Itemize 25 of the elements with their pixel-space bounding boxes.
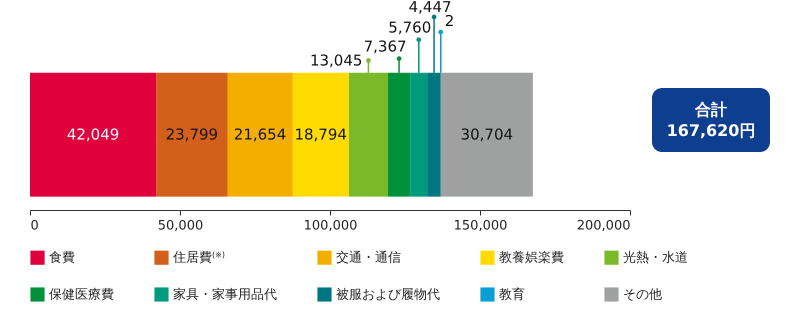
legend-label: 光熱・水道 (623, 250, 688, 266)
total-box: 合計 167,620円 (652, 88, 770, 152)
text: 7,367 (364, 38, 407, 56)
text: 42,049 (66, 126, 120, 144)
legend-label: 保健医療費 (49, 288, 114, 302)
text: 18,794 (294, 126, 347, 144)
x-tick-label: 100,000 (304, 218, 358, 234)
x-tick-label: 200,000 (576, 218, 630, 234)
text: 2 (444, 12, 454, 30)
legend-label: 被服および履物代 (336, 288, 440, 302)
legend-label: 教育 (499, 286, 525, 302)
legend-label: その他 (623, 288, 662, 302)
legend-label: 教養娯楽費 (499, 250, 564, 266)
text: 21,654 (234, 126, 286, 144)
legend-label: 住居費$^{(※)}$ (172, 250, 225, 266)
x-tick-label: 150,000 (454, 218, 508, 234)
legend-label: 食費 (49, 250, 75, 266)
legend-label: 交通・通信 (336, 250, 401, 266)
legend-label: 家具・家事用品代 (173, 286, 277, 302)
text: 5,760 (388, 18, 432, 37)
x-tick-label: 0 (30, 218, 39, 234)
text: 30,704 (460, 126, 514, 144)
text: 23,799 (166, 126, 218, 144)
text: 13,045 (310, 52, 362, 70)
x-tick-label: 50,000 (158, 218, 204, 234)
